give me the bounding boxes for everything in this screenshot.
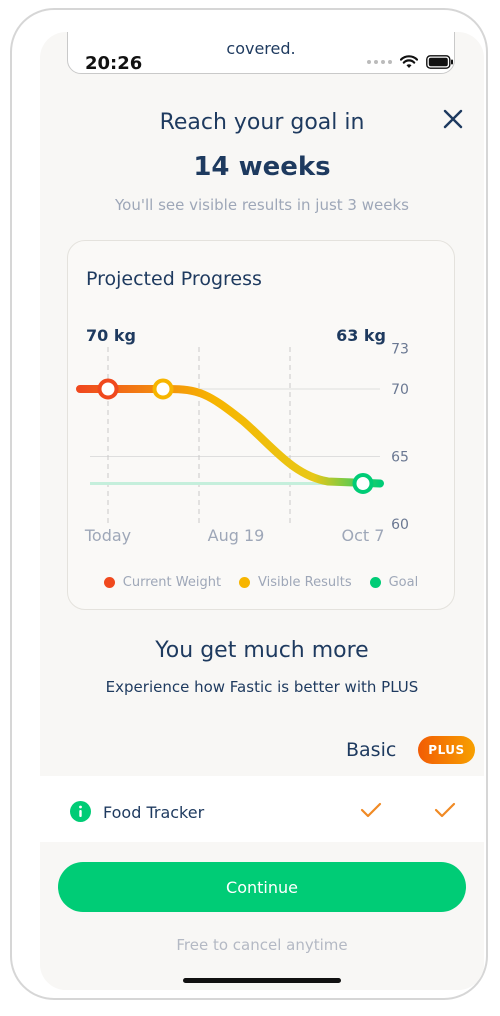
- progress-chart: 73 70 65 60 Today Aug 19 Oct 7 70 kg 63 kg: [76, 326, 409, 545]
- bottom-action-area: Continue Free to cancel anytime: [40, 842, 484, 990]
- goal-duration: 14 weeks: [193, 152, 331, 182]
- progress-curve: [76, 385, 384, 488]
- legend-item: Goal: [369, 575, 419, 590]
- plus-badge: PLUS: [418, 736, 475, 764]
- y-tick-label: 73: [391, 342, 409, 358]
- card-title: Projected Progress: [86, 268, 262, 290]
- battery-icon: [426, 55, 453, 69]
- legend-dot: [369, 577, 381, 588]
- legend-dot: [239, 577, 251, 588]
- chart-legend: Current Weight Visible Results Goal: [68, 575, 454, 590]
- basic-check-icon: [360, 802, 382, 818]
- notification-text: covered.: [226, 39, 296, 58]
- info-icon[interactable]: [70, 801, 91, 822]
- feature-label: Food Tracker: [103, 803, 205, 822]
- more-subtitle: Experience how Fastic is better with PLU…: [105, 678, 419, 696]
- legend-label: Visible Results: [258, 575, 352, 590]
- legend-label: Goal: [388, 575, 419, 590]
- start-weight-label: 70 kg: [86, 326, 136, 345]
- cancel-note: Free to cancel anytime: [176, 936, 348, 954]
- legend-item: Visible Results: [239, 575, 352, 590]
- status-time: 20:26: [85, 53, 143, 74]
- y-tick-label: 70: [391, 382, 409, 398]
- close-icon[interactable]: [438, 104, 468, 134]
- end-weight-label: 63 kg: [336, 326, 386, 345]
- x-tick-label: Today: [84, 526, 131, 545]
- signal-icon: [367, 60, 392, 64]
- phone-frame: covered. 20:26 Reach your goal in 14 wee…: [10, 8, 488, 1000]
- marker-current-weight: [97, 378, 119, 400]
- more-title: You get much more: [155, 638, 369, 663]
- x-tick-label: Oct 7: [342, 526, 385, 545]
- status-icons: [367, 52, 454, 72]
- wifi-icon: [400, 55, 418, 68]
- app-screen: covered. 20:26 Reach your goal in 14 wee…: [40, 32, 484, 990]
- page-title: Reach your goal in: [159, 110, 365, 135]
- continue-button[interactable]: Continue: [58, 862, 466, 912]
- page-subtitle: You'll see visible results in just 3 wee…: [115, 196, 409, 214]
- projected-progress-card: Projected Progress 73 70 65 60 Today Aug 19 Oc…: [67, 240, 455, 610]
- y-tick-label: 60: [391, 517, 409, 533]
- legend-dot: [103, 577, 115, 588]
- basic-column-header: Basic: [346, 739, 397, 761]
- x-tick-label: Aug 19: [208, 526, 265, 545]
- legend-label: Current Weight: [122, 575, 222, 590]
- feature-row-food-tracker: Food Tracker: [40, 776, 484, 842]
- marker-goal: [352, 473, 374, 494]
- legend-item: Current Weight: [103, 575, 222, 590]
- notification-banner[interactable]: covered.: [67, 32, 455, 74]
- marker-visible-results: [152, 378, 174, 400]
- y-tick-label: 65: [391, 450, 409, 466]
- home-indicator: [183, 978, 341, 983]
- plus-check-icon: [434, 802, 456, 818]
